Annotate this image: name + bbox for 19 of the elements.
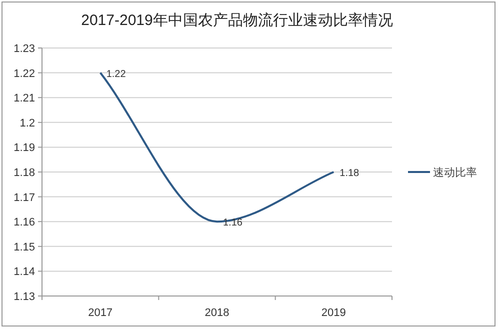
x-tick-label: 2019: [321, 307, 346, 319]
y-tick-label: 1.22: [14, 68, 35, 80]
y-tick-label: 1.18: [14, 167, 35, 179]
y-tick-label: 1.15: [14, 241, 35, 254]
y-tick-label: 1.16: [14, 216, 35, 229]
chart-title: 2017-2019年中国农产品物流行业速动比率情况: [81, 12, 393, 29]
y-tick-label: 1.21: [14, 92, 35, 105]
y-tick-label: 1.19: [14, 142, 35, 154]
y-tick-label: 1.2: [20, 117, 35, 130]
y-tick-label: 1.17: [14, 192, 35, 204]
y-tick-label: 1.23: [14, 43, 35, 55]
x-tick-label: 2017: [88, 307, 113, 319]
y-tick-label: 1.14: [14, 266, 35, 278]
data-label: 1.16: [223, 218, 243, 229]
legend-label: 速动比率: [433, 166, 477, 179]
y-tick-label: 1.13: [14, 291, 35, 303]
data-label: 1.18: [340, 168, 360, 179]
data-label: 1.22: [106, 68, 126, 80]
x-tick-label: 2018: [204, 307, 230, 319]
